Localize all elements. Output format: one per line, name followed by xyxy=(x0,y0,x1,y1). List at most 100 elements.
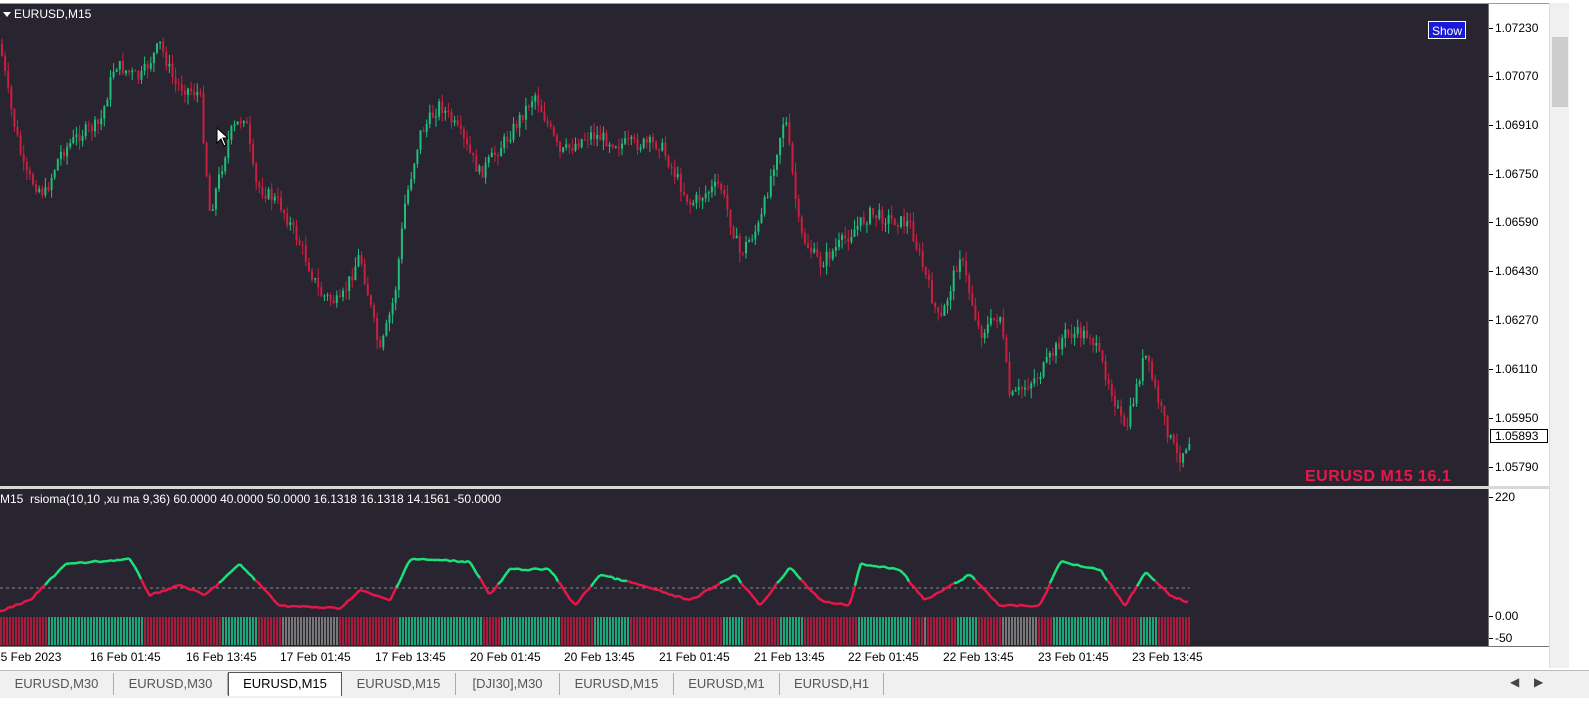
histogram-bar xyxy=(726,617,728,645)
candle-body xyxy=(44,187,47,196)
histogram-bar xyxy=(1071,617,1073,645)
rsi-line-segment xyxy=(397,575,404,584)
candle-body xyxy=(667,155,670,167)
candlestick-plot xyxy=(1,37,1191,472)
price-axis[interactable]: 1.07230 1.07070 1.06910 1.06750 1.06590 … xyxy=(1488,4,1549,486)
histogram-bar xyxy=(405,617,407,645)
rsi-line-segment xyxy=(977,582,982,587)
histogram-bar xyxy=(339,617,341,645)
rsi-line-segment xyxy=(1142,571,1147,577)
histogram-bar xyxy=(336,617,338,645)
rsi-line-segment xyxy=(380,596,385,600)
candle-body xyxy=(636,138,639,150)
candle-body xyxy=(993,317,995,320)
histogram-bar xyxy=(414,617,416,645)
rsi-line-segment xyxy=(577,595,584,602)
candle-body xyxy=(828,251,831,259)
histogram-bar xyxy=(1134,617,1136,645)
histogram-bar xyxy=(117,617,119,645)
candle-body xyxy=(639,147,642,150)
candle-body xyxy=(822,265,825,267)
rsi-line-segment xyxy=(1102,575,1109,582)
histogram-bar xyxy=(735,617,737,645)
histogram-bar xyxy=(513,617,515,645)
vertical-scrollbar[interactable] xyxy=(1549,3,1569,668)
histogram-bar xyxy=(18,617,20,645)
price-chart[interactable] xyxy=(0,4,1488,486)
histogram-bar xyxy=(1095,617,1097,645)
chart-tab[interactable]: EURUSD,M15 xyxy=(342,673,456,695)
candle-body xyxy=(469,144,472,153)
rsi-line-segment xyxy=(896,568,901,572)
candle-body xyxy=(376,317,379,340)
pane-separator[interactable] xyxy=(0,486,1549,489)
candle-body xyxy=(580,139,583,148)
candle-body xyxy=(965,261,968,276)
candle-body xyxy=(754,231,757,240)
histogram-bar xyxy=(432,617,434,645)
histogram-bar xyxy=(300,617,302,645)
chart-tab[interactable]: EURUSD,M30 xyxy=(114,673,228,695)
candle-body xyxy=(931,280,933,304)
histogram-bar xyxy=(954,617,956,645)
rsi-line-segment xyxy=(263,588,268,594)
chevron-left-icon[interactable]: ◀ xyxy=(1510,675,1520,689)
histogram-bar xyxy=(1002,617,1004,645)
rsi-line-segment xyxy=(266,591,271,597)
histogram-bar xyxy=(600,617,602,645)
rsi-line-segment xyxy=(1166,591,1171,597)
candle-body xyxy=(41,188,44,196)
indicator-axis[interactable]: 220 0.00 -50 xyxy=(1488,489,1549,646)
rsi-line-segment xyxy=(287,605,292,609)
chart-tab[interactable]: EURUSD,M15 xyxy=(560,673,674,695)
histogram-bar xyxy=(687,617,689,645)
chart-tab[interactable]: EURUSD,M1 xyxy=(674,673,780,695)
histogram-bar xyxy=(45,617,47,645)
histogram-bar xyxy=(273,617,275,645)
histogram-bar xyxy=(189,617,191,645)
histogram-bar xyxy=(642,617,644,645)
rsi-line-segment xyxy=(110,559,115,563)
candle-body xyxy=(1185,449,1188,454)
rsi-line-segment xyxy=(239,563,244,569)
time-axis[interactable]: 15 Feb 2023 16 Feb 01:45 16 Feb 13:45 17… xyxy=(0,646,1549,668)
candle-body xyxy=(906,221,909,227)
rsi-line-segment xyxy=(80,560,85,565)
scrollbar-thumb[interactable] xyxy=(1552,37,1568,107)
chart-menu-triangle-icon[interactable] xyxy=(3,12,11,17)
rsi-line-segment xyxy=(403,562,410,570)
histogram-bar xyxy=(507,617,509,645)
chart-tab[interactable]: EURUSD,M30 xyxy=(0,673,114,695)
histogram-bar xyxy=(522,617,524,645)
histogram-bar xyxy=(228,617,230,645)
candle-body xyxy=(487,157,490,163)
candle-body xyxy=(25,161,28,171)
candle-body xyxy=(329,295,332,301)
histogram-bar xyxy=(1083,617,1085,645)
candle-body xyxy=(404,203,406,229)
chart-tab-active[interactable]: EURUSD,M15 xyxy=(228,672,342,696)
chart-tab[interactable]: [DJI30],M30 xyxy=(456,673,560,695)
candle-body xyxy=(977,319,980,327)
histogram-bar xyxy=(540,617,542,645)
candle-body xyxy=(1166,416,1169,438)
rsi-line-segment xyxy=(458,559,463,564)
chevron-right-icon[interactable]: ▶ xyxy=(1534,675,1544,689)
candle-body xyxy=(78,134,81,142)
histogram-bar xyxy=(798,617,800,645)
candle-body xyxy=(1098,342,1101,352)
candle-body xyxy=(875,214,878,219)
indicator-pane[interactable] xyxy=(0,489,1488,646)
histogram-bar xyxy=(69,617,71,645)
chart-tab[interactable]: EURUSD,H1 xyxy=(780,673,884,695)
candle-body xyxy=(1092,338,1095,346)
candle-body xyxy=(230,126,233,140)
histogram-bar xyxy=(240,617,242,645)
indicator-params: rsioma(10,10 ,xu ma 9,36) 60.0000 40.000… xyxy=(30,492,502,506)
candle-body xyxy=(602,132,605,141)
time-tick: 16 Feb 01:45 xyxy=(90,650,161,664)
show-button[interactable]: Show xyxy=(1428,21,1466,39)
candle-body xyxy=(648,137,651,143)
candle-body xyxy=(441,101,444,113)
candle-body xyxy=(537,95,540,106)
